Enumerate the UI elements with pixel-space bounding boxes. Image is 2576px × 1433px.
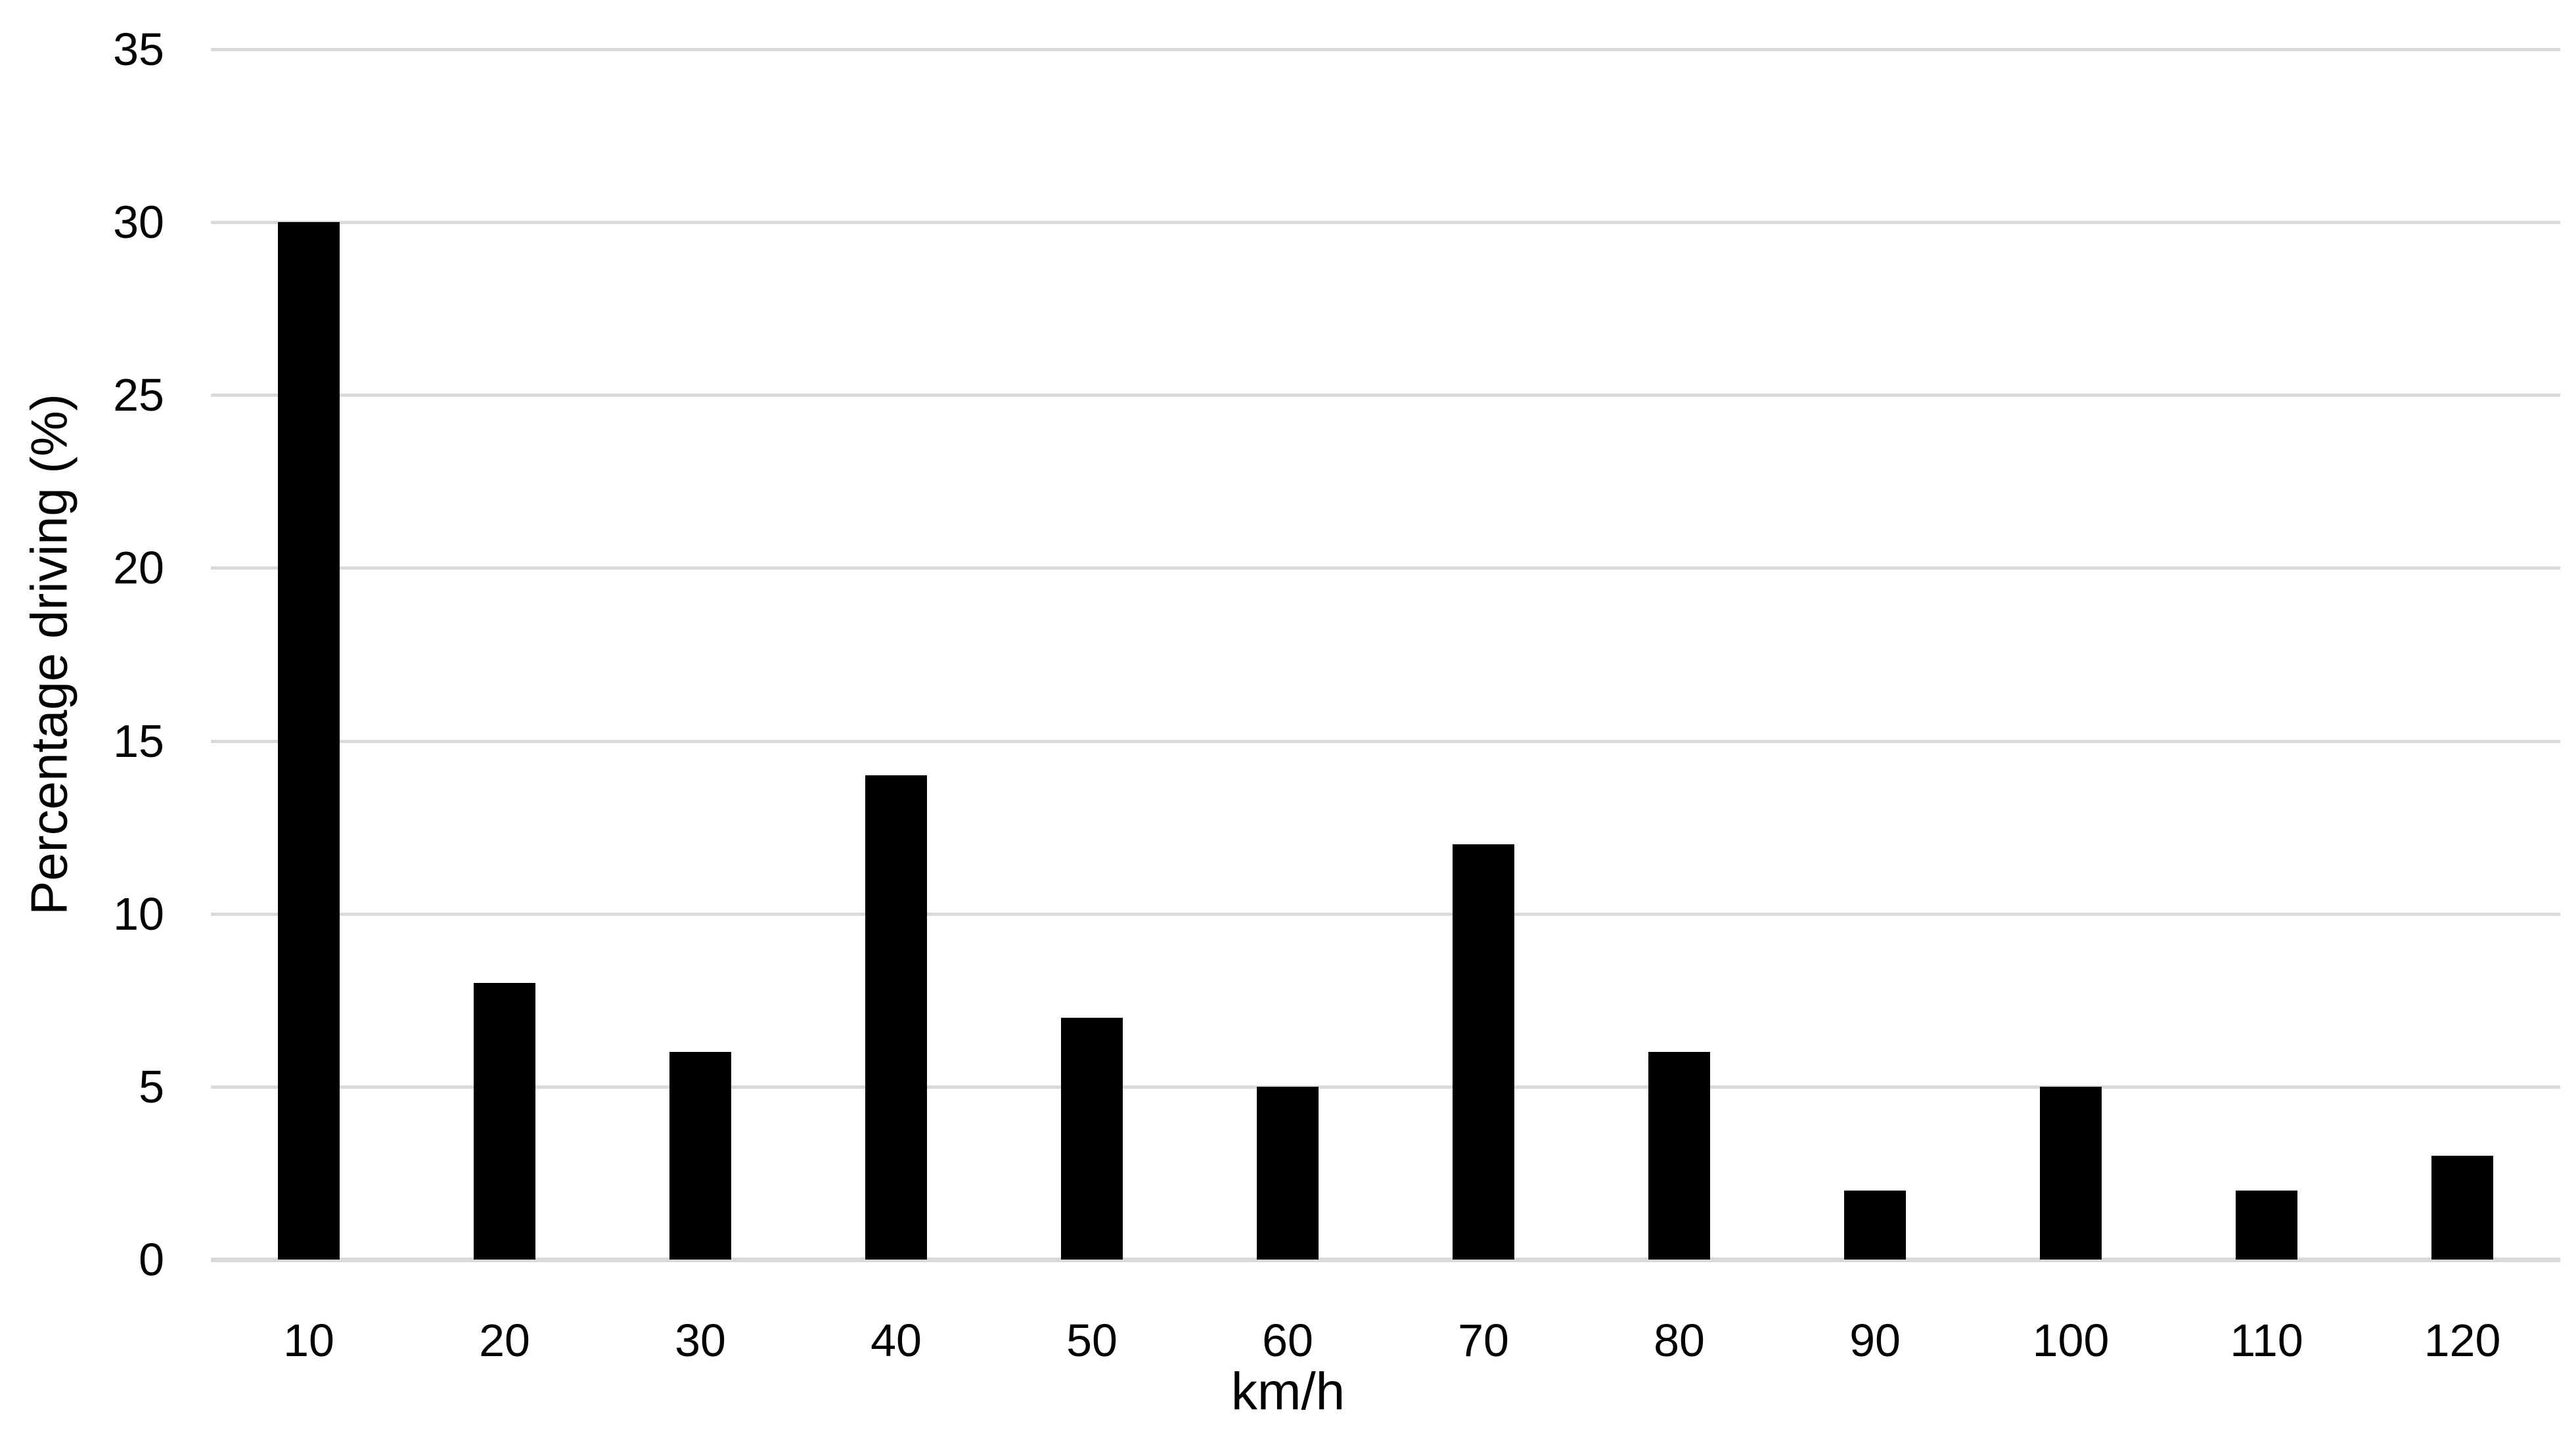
gridline — [211, 912, 2560, 916]
bar — [1648, 1052, 1710, 1260]
y-tick-label: 0 — [139, 1234, 164, 1285]
x-tick-label: 50 — [1066, 1315, 1118, 1366]
y-tick-label: 5 — [139, 1060, 164, 1112]
x-tick-label: 100 — [2032, 1315, 2110, 1366]
bar — [474, 982, 535, 1260]
x-tick-label: 80 — [1654, 1315, 1705, 1366]
y-axis-title: Percentage driving (%) — [20, 394, 78, 915]
x-tick-label: 40 — [870, 1315, 922, 1366]
x-tick-label: 10 — [283, 1315, 334, 1366]
x-tick-label: 90 — [1849, 1315, 1901, 1366]
bar — [1453, 844, 1514, 1260]
bar — [2236, 1190, 2297, 1260]
x-tick-label: 20 — [479, 1315, 530, 1366]
gridline — [211, 1085, 2560, 1089]
x-axis-line — [211, 1258, 2560, 1262]
x-tick-label: 30 — [675, 1315, 726, 1366]
bar — [1257, 1086, 1319, 1260]
x-tick-label: 60 — [1262, 1315, 1313, 1366]
y-tick-label: 15 — [113, 715, 164, 767]
bar — [1061, 1017, 1123, 1260]
bar — [278, 222, 340, 1260]
x-tick-label: 70 — [1458, 1315, 1509, 1366]
gridline — [211, 566, 2560, 570]
y-tick-label: 35 — [113, 24, 164, 75]
y-tick-label: 20 — [113, 542, 164, 594]
x-tick-label: 110 — [2230, 1315, 2303, 1366]
x-axis-title: km/h — [1231, 1362, 1345, 1421]
x-tick-label: 120 — [2424, 1315, 2501, 1366]
y-tick-label: 25 — [113, 369, 164, 421]
bar — [865, 775, 927, 1260]
gridline — [211, 739, 2560, 743]
y-tick-label: 10 — [113, 888, 164, 940]
bar — [2040, 1086, 2102, 1260]
bar — [2431, 1156, 2493, 1260]
gridline — [211, 394, 2560, 398]
bar — [1844, 1190, 1906, 1260]
bar — [669, 1052, 731, 1260]
gridline — [211, 48, 2560, 51]
gridline — [211, 221, 2560, 225]
y-tick-label: 30 — [113, 196, 164, 248]
